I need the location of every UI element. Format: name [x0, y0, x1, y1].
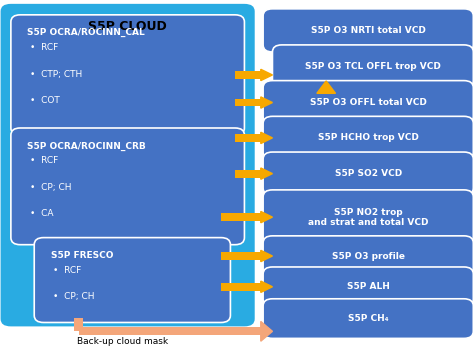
FancyBboxPatch shape	[11, 15, 245, 135]
FancyBboxPatch shape	[79, 327, 261, 335]
Text: •  COT: • COT	[29, 96, 59, 105]
Text: •  CP; CH: • CP; CH	[29, 183, 71, 192]
Text: S5P CH₄: S5P CH₄	[348, 314, 389, 323]
FancyBboxPatch shape	[263, 267, 474, 307]
Text: S5P FRESCO: S5P FRESCO	[51, 251, 113, 260]
Text: S5P SO2 VCD: S5P SO2 VCD	[335, 169, 402, 178]
FancyBboxPatch shape	[263, 299, 474, 338]
Text: S5P O3 profile: S5P O3 profile	[332, 252, 405, 261]
FancyBboxPatch shape	[321, 88, 331, 93]
Text: S5P OCRA/ROCINN_CAL: S5P OCRA/ROCINN_CAL	[27, 28, 145, 37]
FancyBboxPatch shape	[74, 318, 83, 331]
Polygon shape	[261, 132, 273, 143]
FancyBboxPatch shape	[263, 190, 474, 245]
FancyBboxPatch shape	[235, 134, 261, 142]
Polygon shape	[261, 97, 273, 108]
FancyBboxPatch shape	[263, 152, 474, 195]
Text: S5P O3 NRTI total VCD: S5P O3 NRTI total VCD	[311, 26, 426, 35]
Text: •  CA: • CA	[29, 209, 53, 218]
FancyBboxPatch shape	[235, 99, 261, 106]
Text: S5P O3 TCL OFFL trop VCD: S5P O3 TCL OFFL trop VCD	[305, 62, 441, 71]
Text: Back-up cloud mask: Back-up cloud mask	[77, 337, 169, 346]
FancyBboxPatch shape	[263, 236, 474, 277]
FancyBboxPatch shape	[0, 2, 256, 328]
Text: •  RCF: • RCF	[53, 266, 81, 275]
FancyBboxPatch shape	[221, 213, 261, 221]
FancyBboxPatch shape	[221, 283, 261, 291]
Polygon shape	[261, 321, 273, 341]
Polygon shape	[261, 281, 273, 293]
Polygon shape	[261, 250, 273, 262]
Text: •  RCF: • RCF	[29, 43, 58, 52]
Text: S5P CLOUD: S5P CLOUD	[88, 20, 167, 33]
FancyBboxPatch shape	[221, 252, 261, 260]
FancyBboxPatch shape	[235, 71, 261, 79]
Text: •  RCF: • RCF	[29, 156, 58, 165]
Polygon shape	[261, 212, 273, 223]
Text: S5P OCRA/ROCINN_CRB: S5P OCRA/ROCINN_CRB	[27, 141, 146, 151]
FancyBboxPatch shape	[11, 128, 245, 245]
FancyBboxPatch shape	[263, 116, 474, 159]
Text: S5P O3 OFFL total VCD: S5P O3 OFFL total VCD	[310, 98, 427, 107]
Text: •  CP; CH: • CP; CH	[53, 293, 94, 301]
FancyBboxPatch shape	[34, 237, 230, 322]
Text: •  CTP; CTH: • CTP; CTH	[29, 70, 82, 79]
FancyBboxPatch shape	[263, 9, 474, 52]
FancyBboxPatch shape	[273, 45, 474, 88]
FancyBboxPatch shape	[263, 81, 474, 124]
Polygon shape	[261, 168, 273, 179]
Polygon shape	[317, 81, 336, 93]
Text: S5P NO2 trop
and strat and total VCD: S5P NO2 trop and strat and total VCD	[308, 208, 428, 227]
Text: S5P ALH: S5P ALH	[347, 282, 390, 291]
FancyBboxPatch shape	[235, 170, 261, 178]
Polygon shape	[261, 69, 273, 81]
Text: S5P HCHO trop VCD: S5P HCHO trop VCD	[318, 133, 419, 142]
